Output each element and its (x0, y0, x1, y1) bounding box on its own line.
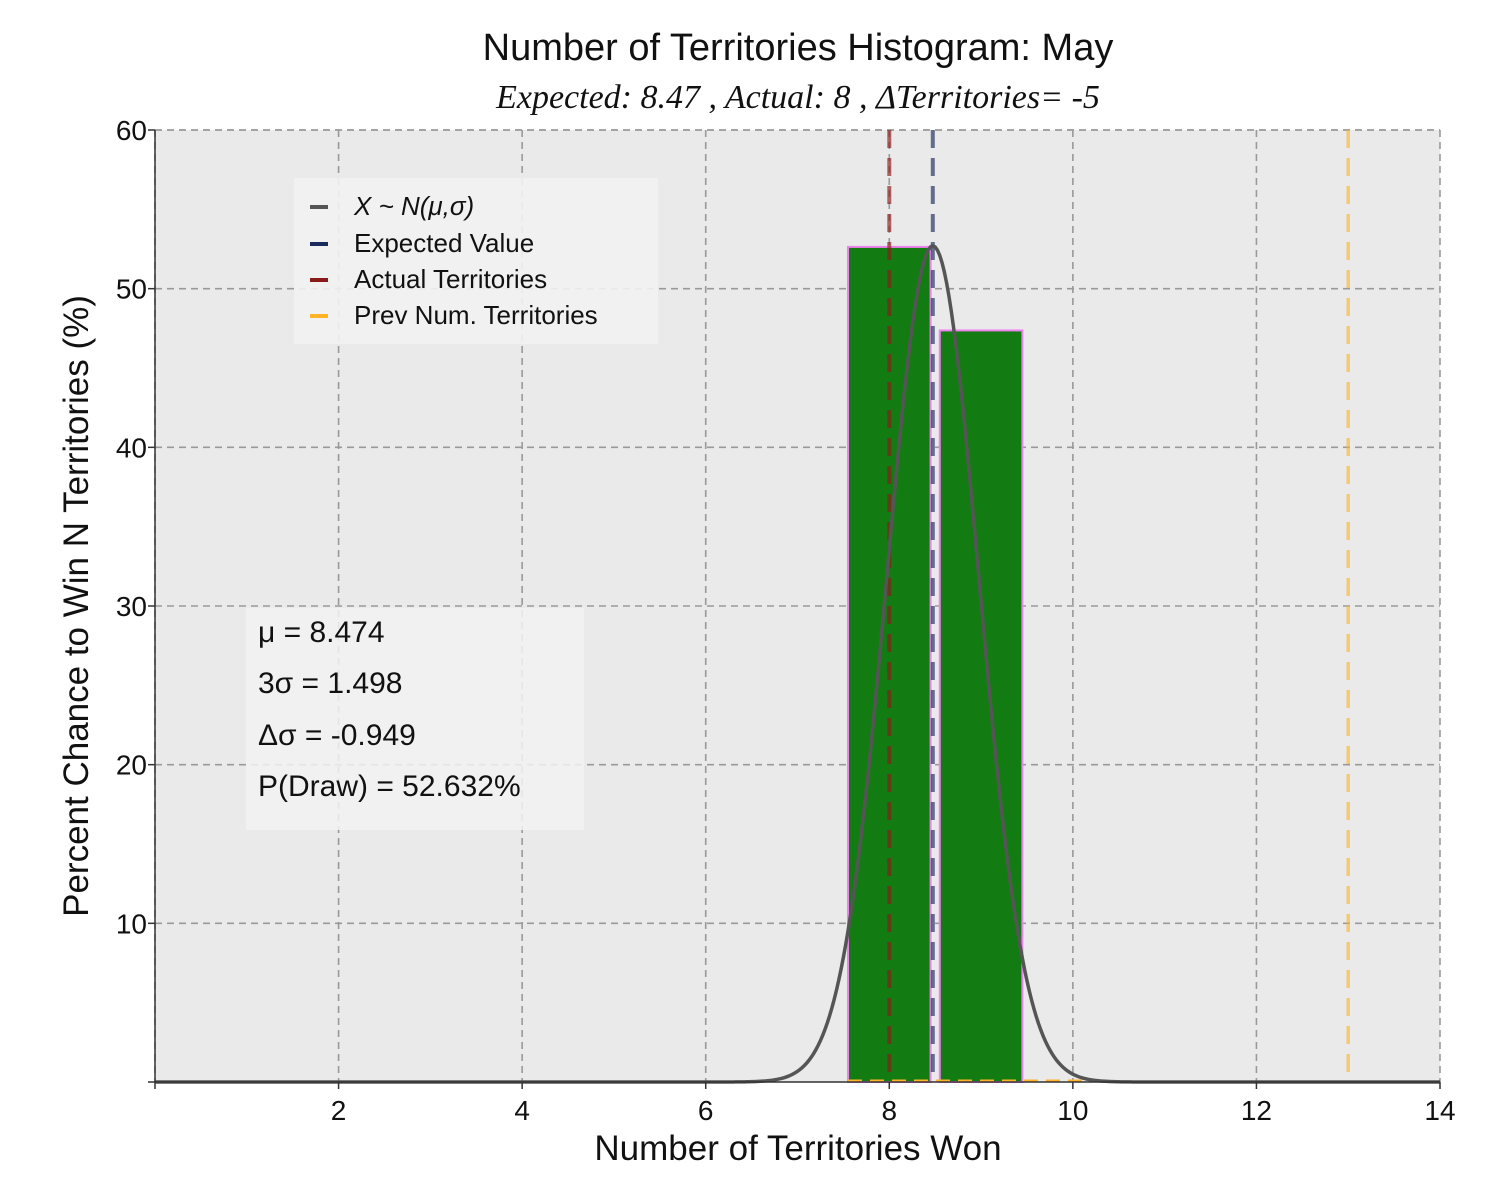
y-tick-labels: 10 20 30 40 50 60 (116, 115, 147, 939)
stat-mean: μ = 8.474 (258, 616, 385, 649)
legend: X ~ N(μ,σ) Expected Value Actual Territo… (294, 178, 658, 344)
legend-label-actual: Actual Territories (354, 264, 547, 294)
x-tick-label-6: 6 (698, 1095, 714, 1126)
reference-lines (847, 130, 1350, 1083)
legend-label-curve: X ~ N(μ,σ) (353, 191, 474, 221)
stat-delta-sigma: Δσ = -0.949 (258, 719, 416, 752)
x-axis-label: Number of Territories Won (594, 1129, 1001, 1168)
y-tick-label-30: 30 (116, 591, 147, 622)
chart-title: Number of Territories Histogram: May (483, 27, 1114, 69)
legend-box (294, 178, 658, 344)
legend-label-expected: Expected Value (354, 228, 534, 258)
y-tick-label-40: 40 (116, 432, 147, 463)
y-tick-label-20: 20 (116, 750, 147, 781)
chart-subtitle: Expected: 8.47 , Actual: 8 , ΔTerritorie… (495, 79, 1100, 116)
x-tick-labels: 2 4 6 8 10 12 14 (331, 1095, 1456, 1126)
y-tick-label-50: 50 (116, 274, 147, 305)
y-tick-label-10: 10 (116, 908, 147, 939)
stats-background (246, 608, 584, 830)
stat-p-draw: P(Draw) = 52.632% (258, 770, 521, 803)
x-tick-label-10: 10 (1057, 1095, 1088, 1126)
x-tick-label-14: 14 (1424, 1095, 1455, 1126)
bar-9 (938, 329, 1024, 1083)
y-tick-label-60: 60 (116, 115, 147, 146)
x-tick-label-4: 4 (514, 1095, 530, 1126)
x-tick-label-12: 12 (1241, 1095, 1272, 1126)
x-tick-label-8: 8 (881, 1095, 897, 1126)
y-axis-label: Percent Chance to Win N Territories (%) (57, 295, 96, 917)
axes (148, 129, 1441, 1089)
stats-box: μ = 8.474 3σ = 1.498 Δσ = -0.949 P(Draw)… (246, 608, 584, 830)
x-tick-label-2: 2 (331, 1095, 347, 1126)
legend-label-prev: Prev Num. Territories (354, 300, 598, 330)
stat-three-sigma: 3σ = 1.498 (258, 667, 402, 700)
